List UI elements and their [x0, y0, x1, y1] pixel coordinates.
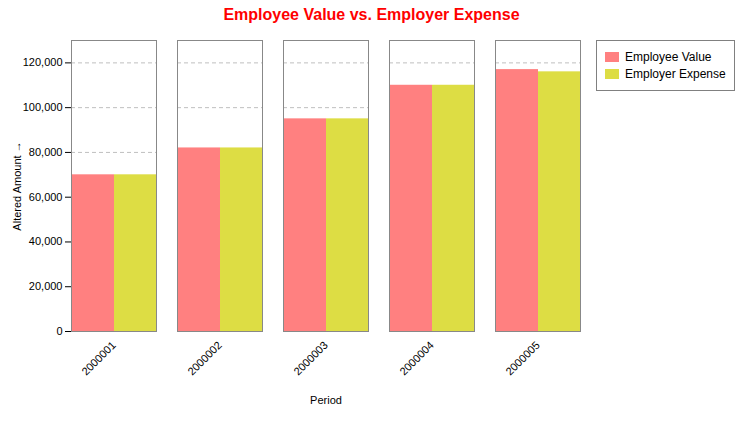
svg-text:2000002: 2000002 — [185, 339, 224, 378]
svg-text:100,000: 100,000 — [23, 101, 63, 113]
svg-text:2000004: 2000004 — [397, 339, 436, 378]
svg-text:Altered Amount →: Altered Amount → — [11, 141, 23, 230]
svg-text:2000003: 2000003 — [291, 339, 330, 378]
svg-text:120,000: 120,000 — [23, 56, 63, 68]
svg-text:80,000: 80,000 — [29, 146, 63, 158]
html-text:Employer Expense: Employer Expense — [625, 67, 726, 81]
svg-text:2000001: 2000001 — [79, 339, 118, 378]
svg-text:60,000: 60,000 — [29, 191, 63, 203]
html-text:Employee Value: Employee Value — [625, 50, 712, 64]
svg-text:0: 0 — [56, 325, 62, 337]
svg-text:20,000: 20,000 — [29, 280, 63, 292]
svg-text:Period: Period — [310, 394, 342, 406]
svg-text:2000005: 2000005 — [503, 339, 542, 378]
svg-text:40,000: 40,000 — [29, 235, 63, 247]
html-text:Employee Value vs. Employer Ex: Employee Value vs. Employer Expense — [223, 6, 520, 23]
